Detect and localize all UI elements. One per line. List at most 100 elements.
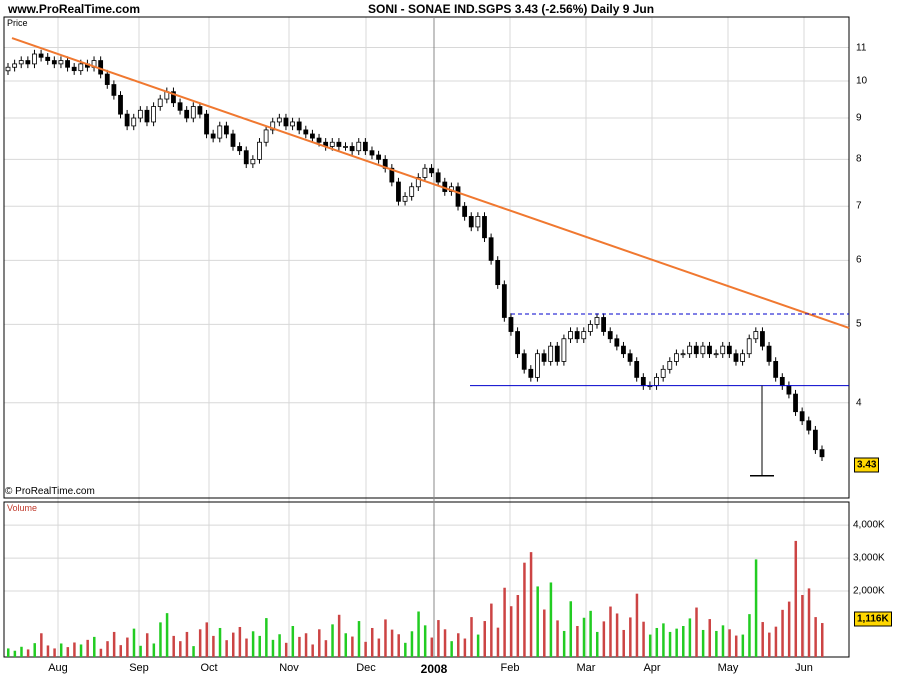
candle-body (415, 176, 421, 188)
candle-body (482, 216, 487, 239)
candle-body (362, 141, 368, 152)
volume-bar (609, 606, 612, 657)
candle-body (71, 66, 77, 72)
time-tick-label: May (717, 662, 739, 674)
volume-bar (331, 624, 334, 657)
price-panel-label: Price (7, 18, 28, 28)
candle-body (243, 150, 249, 165)
candle-body (111, 84, 117, 96)
candle-body (541, 353, 547, 362)
volume-bar (59, 643, 63, 657)
candle-body (654, 376, 659, 387)
volume-bar (152, 643, 156, 657)
candle-body (753, 331, 759, 340)
last-volume-badge: 1,116K (854, 611, 892, 627)
volume-bar (278, 634, 281, 657)
volume-bar (602, 621, 606, 657)
candle-body (687, 345, 693, 355)
candle-body (58, 60, 64, 65)
price-candles (5, 49, 825, 462)
price-tick-label: 10 (856, 75, 868, 87)
volume-bar (721, 625, 725, 657)
price-tick-label: 5 (856, 318, 862, 330)
candle-body (680, 353, 686, 356)
candle-body (237, 146, 243, 152)
candle-body (429, 167, 434, 174)
candle-body (455, 186, 461, 207)
candle-body (389, 167, 395, 183)
volume-bar (20, 646, 23, 657)
candle-body (501, 284, 507, 318)
volume-bar (159, 622, 162, 657)
volume-bar (93, 636, 96, 657)
candle-body (475, 216, 481, 228)
volume-bar (66, 647, 70, 657)
resistance-trendline (11, 37, 850, 329)
candle-body (435, 172, 441, 183)
candle-body (217, 125, 223, 139)
volume-bar (351, 636, 354, 657)
candle-body (760, 331, 765, 347)
candle-body (38, 53, 44, 58)
candle-body (693, 345, 699, 355)
candle-body (746, 338, 752, 355)
time-tick-label: Apr (643, 662, 661, 674)
volume-bar (668, 631, 672, 657)
site-url: www.ProRealTime.com (8, 2, 141, 16)
volume-tick-label: 3,000K (853, 552, 885, 564)
price-tick-label: 4 (856, 397, 862, 409)
volume-bar (682, 626, 685, 657)
volume-bar (172, 635, 175, 657)
candle-body (548, 345, 554, 362)
volume-bar (615, 613, 619, 657)
copyright-text: © ProRealTime.com (5, 486, 95, 497)
candle-body (290, 121, 295, 127)
candle-body (25, 60, 31, 65)
candle-body (515, 331, 520, 355)
volume-bar (648, 634, 652, 657)
volume-bar (476, 634, 480, 657)
time-tick-label: Feb (500, 662, 520, 674)
candle-body (799, 411, 805, 422)
candle-body (674, 353, 679, 362)
volume-bar (225, 640, 228, 657)
candle-body (508, 317, 514, 332)
candle-body (574, 331, 580, 340)
volume-bar (7, 648, 10, 657)
volume-bar (99, 648, 103, 657)
volume-bar (774, 626, 778, 657)
volume-bar (192, 646, 195, 657)
volume-bar (370, 627, 374, 657)
time-tick-label: Nov (279, 662, 299, 674)
volume-bar (212, 635, 215, 657)
volume-bar (40, 633, 43, 657)
candle-body (468, 216, 474, 228)
candle-body (806, 420, 812, 431)
volume-bar (675, 628, 678, 657)
candle-body (5, 66, 11, 72)
candle-body (594, 317, 600, 325)
candle-body (144, 109, 150, 123)
time-tick-label: Aug (48, 662, 68, 674)
candle-body (700, 345, 706, 355)
volume-bar (470, 617, 473, 657)
volume-bar (509, 606, 513, 657)
volume-bar (258, 635, 261, 657)
volume-bar (562, 630, 566, 657)
volume-bar (79, 644, 83, 657)
candle-body (422, 167, 428, 178)
volume-bar (46, 645, 50, 657)
volume-bar (787, 601, 791, 657)
volume-bar (357, 621, 361, 657)
volume-bar (748, 614, 751, 657)
volume-bar (635, 593, 639, 657)
volume-bar (483, 621, 486, 657)
volume-bar (781, 609, 784, 657)
time-tick-label: Jun (795, 662, 813, 674)
volume-bar (708, 619, 711, 657)
volume-bar (543, 609, 546, 657)
volume-bar (232, 632, 235, 657)
candle-body (568, 331, 573, 340)
last-price-badge: 3.43 (854, 457, 880, 473)
